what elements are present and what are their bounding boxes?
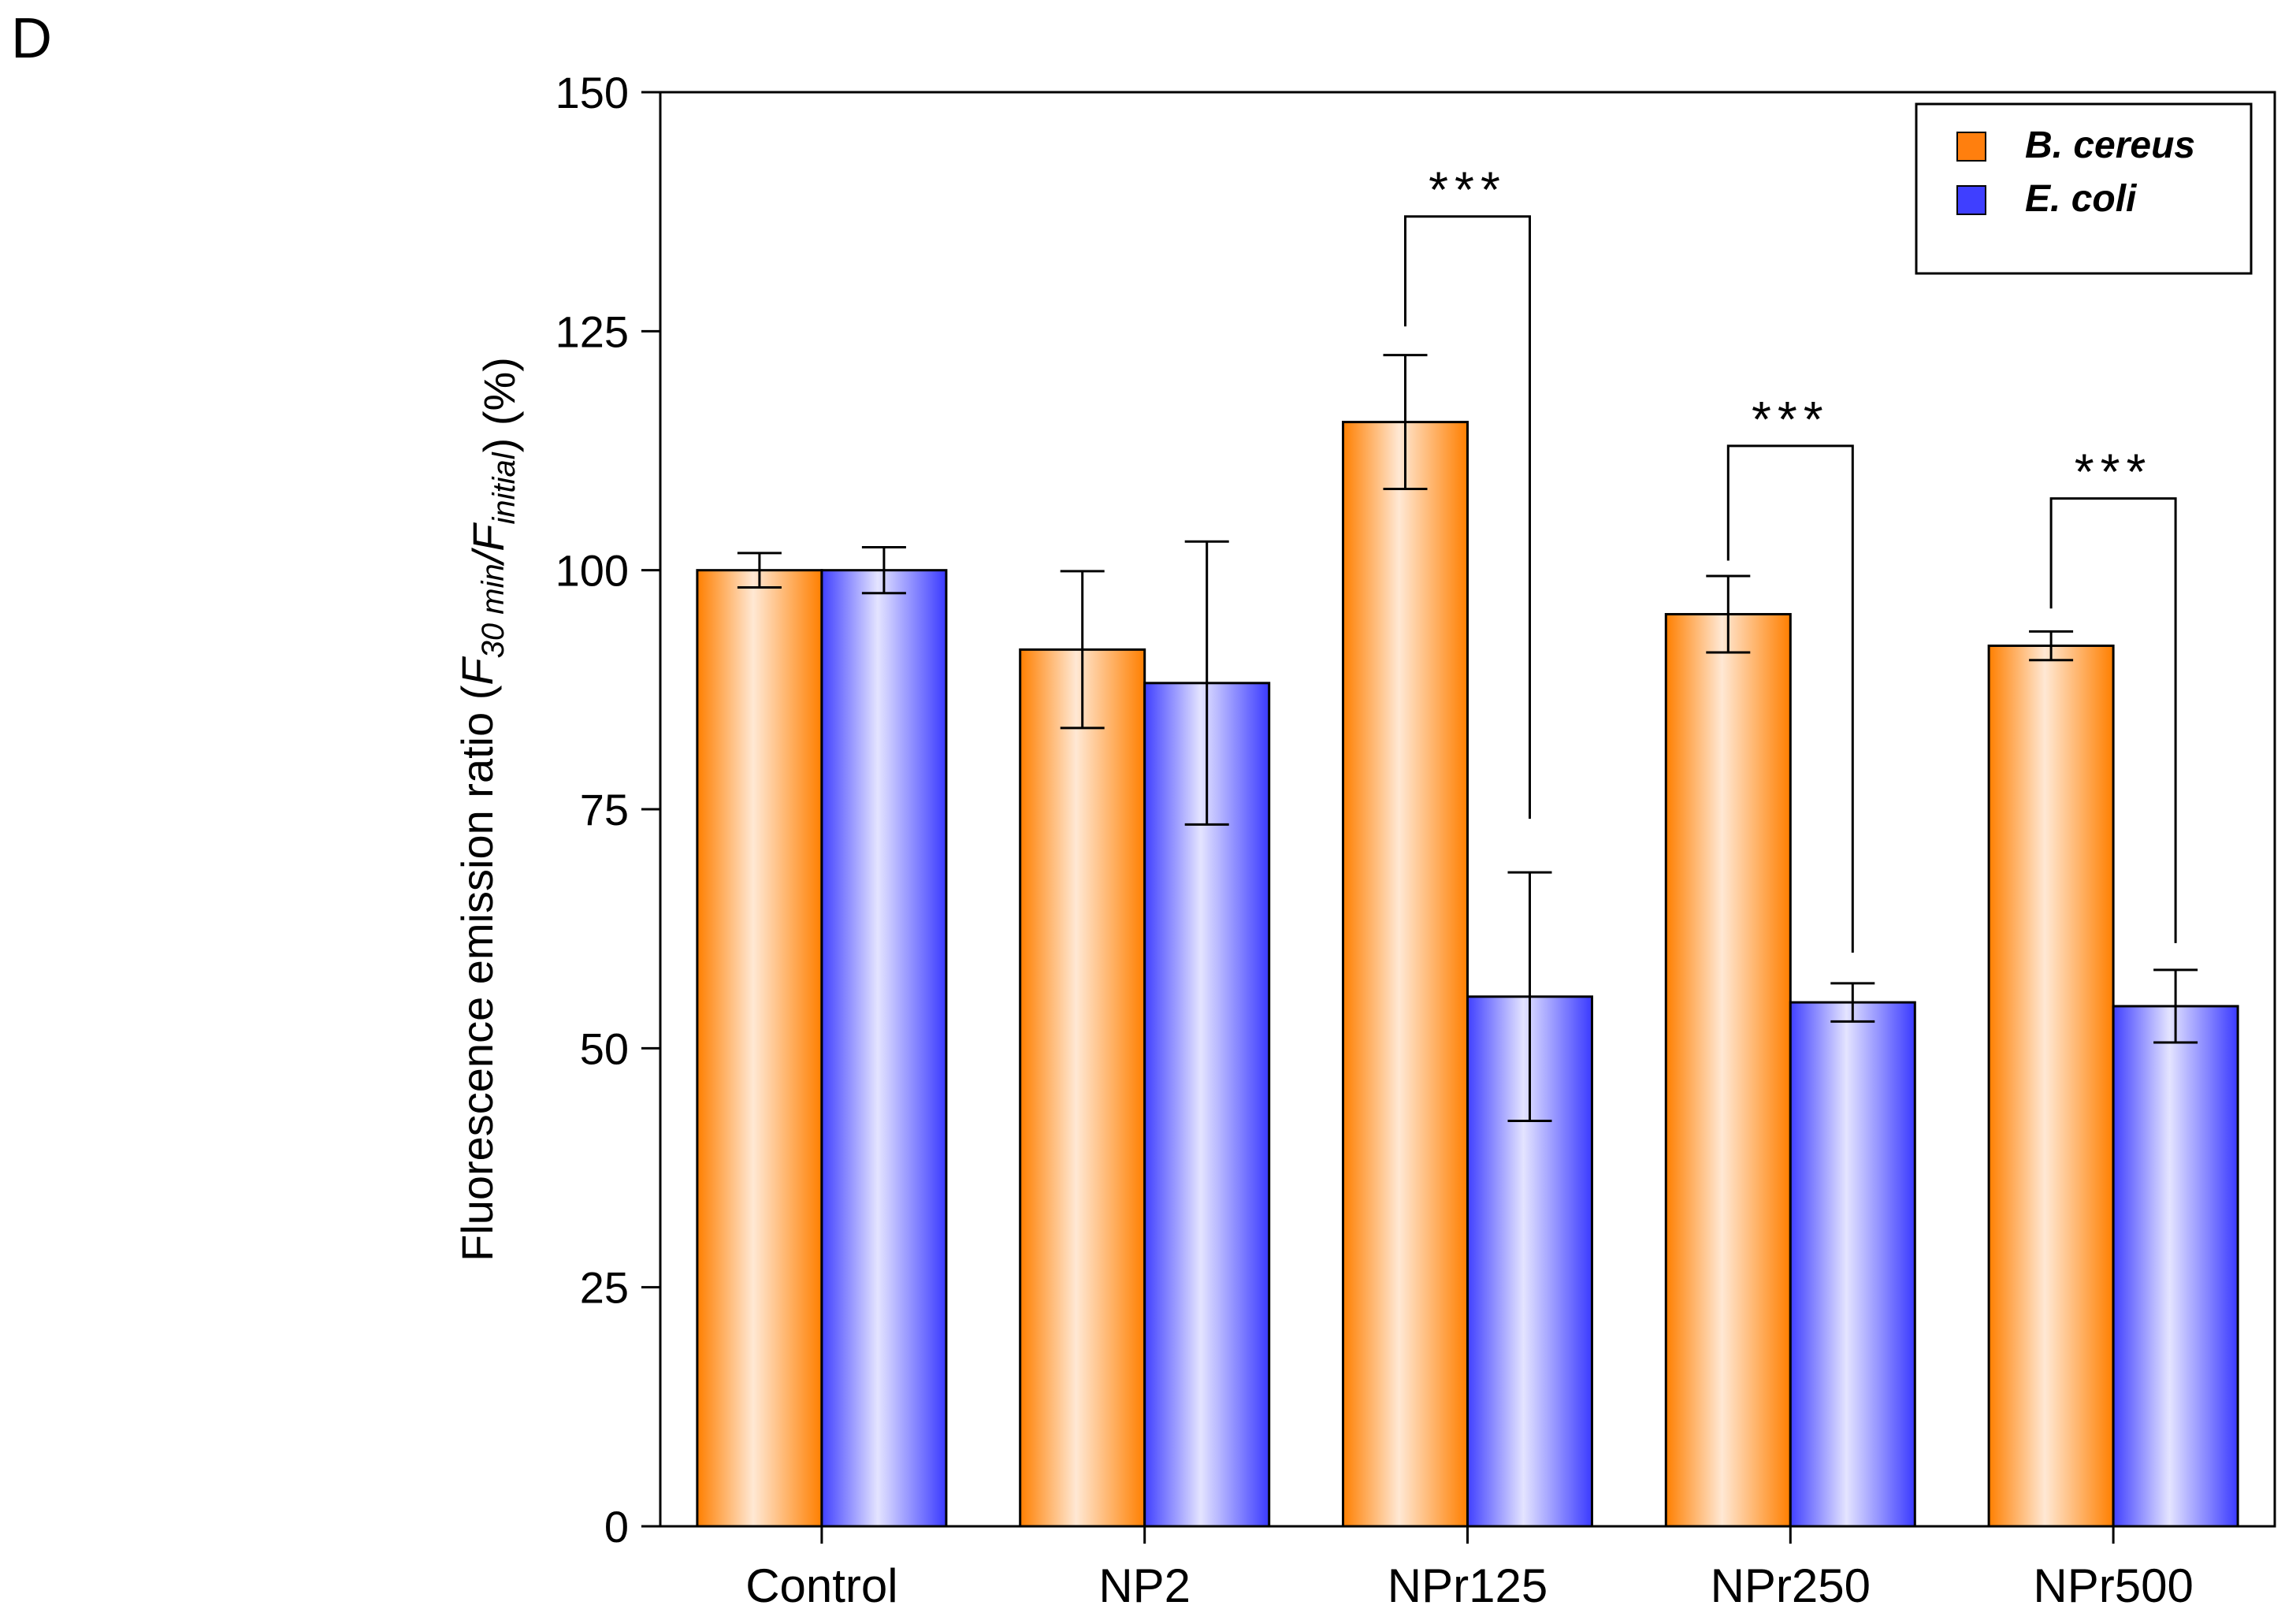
y-tick-label: 0 — [604, 1502, 629, 1552]
y-tick-label: 100 — [555, 546, 629, 596]
significance-bracket — [1726, 444, 1854, 953]
legend-label: E. coli — [2025, 178, 2138, 220]
significance-label: *** — [1752, 391, 1830, 448]
legend-swatch — [1956, 185, 1986, 215]
bar — [1664, 612, 1792, 1528]
y-tick-label: 75 — [580, 785, 629, 834]
y-tick-label: 150 — [555, 68, 629, 117]
y-axis-label-part: initial — [487, 452, 522, 524]
bar — [696, 569, 823, 1528]
bar — [820, 569, 948, 1528]
legend-swatch — [1956, 132, 1986, 162]
legend-label: B. cereus — [2025, 124, 2195, 166]
bar — [1342, 421, 1469, 1528]
y-axis-label-part: Fluorescence emission ratio ( — [452, 685, 502, 1262]
bar — [1019, 648, 1146, 1528]
x-tick-label: NP2 — [1098, 1559, 1191, 1612]
bar — [2112, 1005, 2239, 1528]
y-axis-label-part: ) (%) — [474, 357, 524, 452]
bar — [1987, 645, 2115, 1528]
bar — [1789, 1001, 1916, 1528]
significance-label: *** — [2075, 444, 2153, 500]
x-tick-label: NPr250 — [1711, 1559, 1871, 1612]
x-tick-label: NPr500 — [2033, 1559, 2193, 1612]
x-tick-label: Control — [745, 1559, 897, 1612]
y-tick-label: 25 — [580, 1263, 629, 1313]
y-axis-label-part: F — [452, 656, 502, 686]
significance-label: *** — [1429, 162, 1507, 218]
y-tick-label: 125 — [555, 307, 629, 356]
y-axis-label-part: 30 min — [476, 563, 511, 658]
y-axis-label: Fluorescence emission ratio (F30 min/Fin… — [452, 357, 524, 1262]
panel-label: D — [11, 7, 52, 70]
y-tick-label: 50 — [580, 1024, 629, 1073]
x-tick-label: NPr125 — [1388, 1559, 1547, 1612]
y-axis-label-part: F — [463, 522, 513, 552]
significance-bracket — [2049, 497, 2177, 943]
significance-bracket — [1404, 215, 1531, 819]
